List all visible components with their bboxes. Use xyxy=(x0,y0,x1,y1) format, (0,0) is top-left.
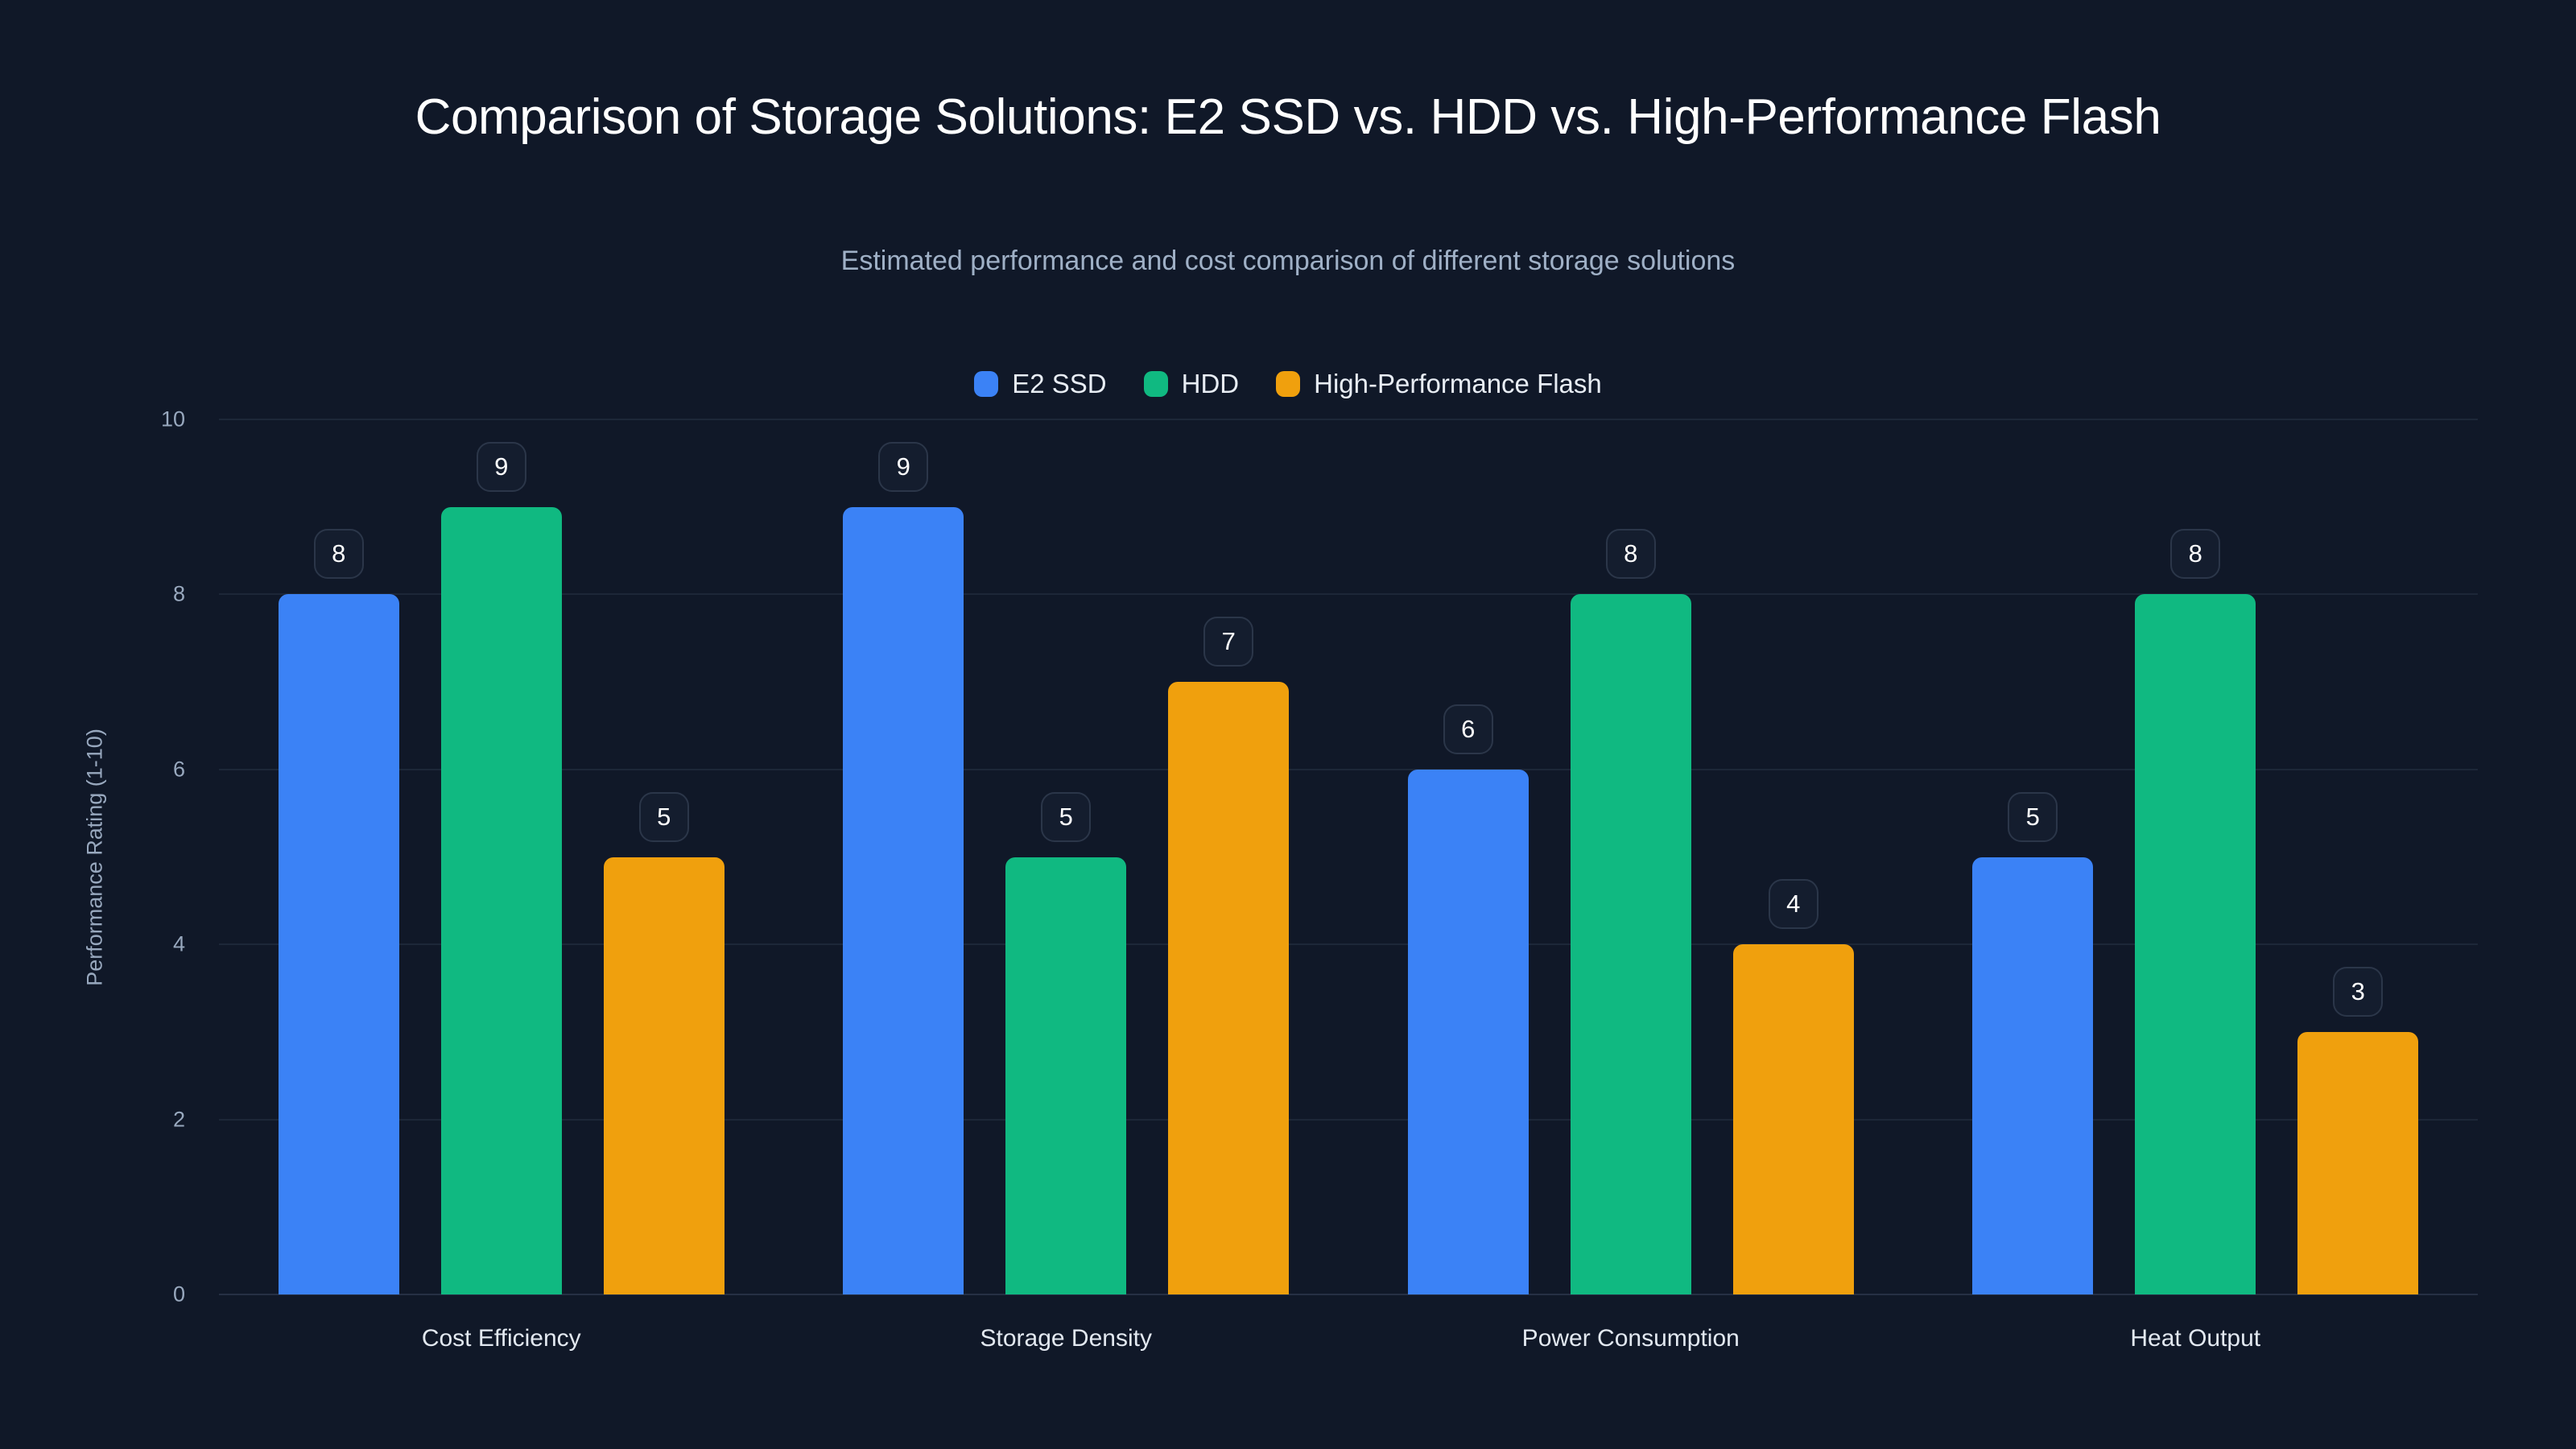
x-category-label: Storage Density xyxy=(980,1325,1152,1352)
x-category-label: Cost Efficiency xyxy=(421,1325,581,1352)
bar-value-badge: 5 xyxy=(638,791,689,842)
bar-value-badge: 3 xyxy=(2333,966,2384,1017)
bar-value-badge: 5 xyxy=(2008,791,2058,842)
legend-swatch-icon xyxy=(1143,370,1168,397)
legend-item-label: E2 SSD xyxy=(1012,369,1107,398)
y-tick-8: 8 xyxy=(172,581,185,606)
bar[interactable] xyxy=(278,594,399,1294)
y-tick-6: 6 xyxy=(172,757,185,782)
bar-value-badge: 8 xyxy=(2170,529,2221,580)
chart-subtitle: Estimated performance and cost compariso… xyxy=(840,246,1736,276)
bar-value-badge: 9 xyxy=(878,441,929,492)
gridline-8 xyxy=(219,593,2478,596)
bar-value-badge: 9 xyxy=(476,441,526,492)
y-tick-10: 10 xyxy=(160,407,185,431)
bar[interactable] xyxy=(2297,1031,2419,1294)
legend-swatch-icon xyxy=(1276,370,1301,397)
bar-value-badge: 4 xyxy=(1768,879,1818,930)
gridline-4 xyxy=(219,943,2478,946)
legend-item-label: High-Performance Flash xyxy=(1314,369,1602,398)
page-title: Comparison of Storage Solutions: E2 SSD … xyxy=(415,89,2161,145)
y-axis-tick-labels: 0 2 4 6 8 10 xyxy=(0,407,203,1307)
legend-item-0[interactable]: E2 SSD xyxy=(974,369,1107,398)
gridline-10 xyxy=(219,419,2478,420)
legend-swatch-icon xyxy=(974,370,999,397)
bar-value-badge: 5 xyxy=(1041,791,1092,842)
y-tick-4: 4 xyxy=(172,931,185,956)
bar[interactable] xyxy=(440,506,562,1294)
bar-value-badge: 6 xyxy=(1443,704,1493,754)
bar[interactable] xyxy=(2135,594,2256,1294)
bar[interactable] xyxy=(1005,857,1127,1294)
gridline-2 xyxy=(219,1118,2478,1121)
bar[interactable] xyxy=(1732,944,1854,1294)
bar[interactable] xyxy=(603,857,724,1294)
bar[interactable] xyxy=(843,506,964,1294)
bar-value-badge: 7 xyxy=(1203,617,1254,667)
bar[interactable] xyxy=(1407,769,1529,1294)
y-tick-2: 2 xyxy=(172,1107,185,1132)
plot-area: 8 9 5 Cost Efficiency 9 5 7 Storage Density 6 8 4 P… xyxy=(219,419,2478,1352)
y-tick-0: 0 xyxy=(172,1282,185,1307)
chart-legend: E2 SSD HDD High-Performance Flash xyxy=(0,370,2576,397)
gridline-6 xyxy=(219,768,2478,770)
bar[interactable] xyxy=(1168,682,1290,1294)
gridline-0 xyxy=(219,1294,2478,1295)
bar[interactable] xyxy=(1972,857,2094,1294)
legend-item-label: HDD xyxy=(1181,369,1240,398)
x-category-label: Heat Output xyxy=(2130,1325,2261,1352)
bar-value-badge: 8 xyxy=(313,529,364,580)
legend-item-2[interactable]: High-Performance Flash xyxy=(1276,370,1602,397)
bar[interactable] xyxy=(1570,594,1691,1294)
x-category-label: Power Consumption xyxy=(1521,1325,1740,1352)
bar-value-badge: 8 xyxy=(1605,529,1656,580)
legend-item-1[interactable]: HDD xyxy=(1143,369,1240,398)
